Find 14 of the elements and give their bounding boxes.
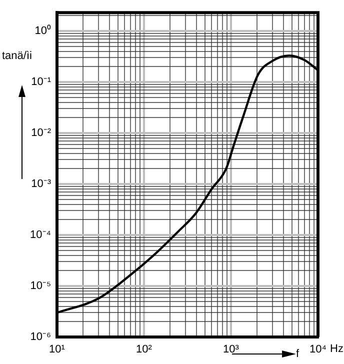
x-tick-label: 10³: [223, 344, 240, 356]
x-axis-title: f: [296, 348, 300, 360]
x-tick-label: 10¹: [49, 344, 66, 356]
y-tick-label: 10⁰: [34, 24, 51, 38]
x-tick-label: 10⁴: [310, 344, 327, 356]
y-tick-label: 10⁻⁵: [30, 280, 51, 292]
y-axis-title: tanä/ìi: [2, 50, 32, 63]
text: Hz: [330, 343, 344, 356]
y-tick-label: 10⁻⁴: [30, 229, 52, 242]
x-tick-label: 10²: [136, 344, 152, 356]
y-tick-label: 10⁻³: [31, 178, 52, 190]
y-tick-label: 10⁻⁶: [30, 331, 51, 344]
y-tick-label: 10⁻¹: [31, 76, 52, 88]
y-tick-label: 10⁻²: [31, 127, 52, 140]
